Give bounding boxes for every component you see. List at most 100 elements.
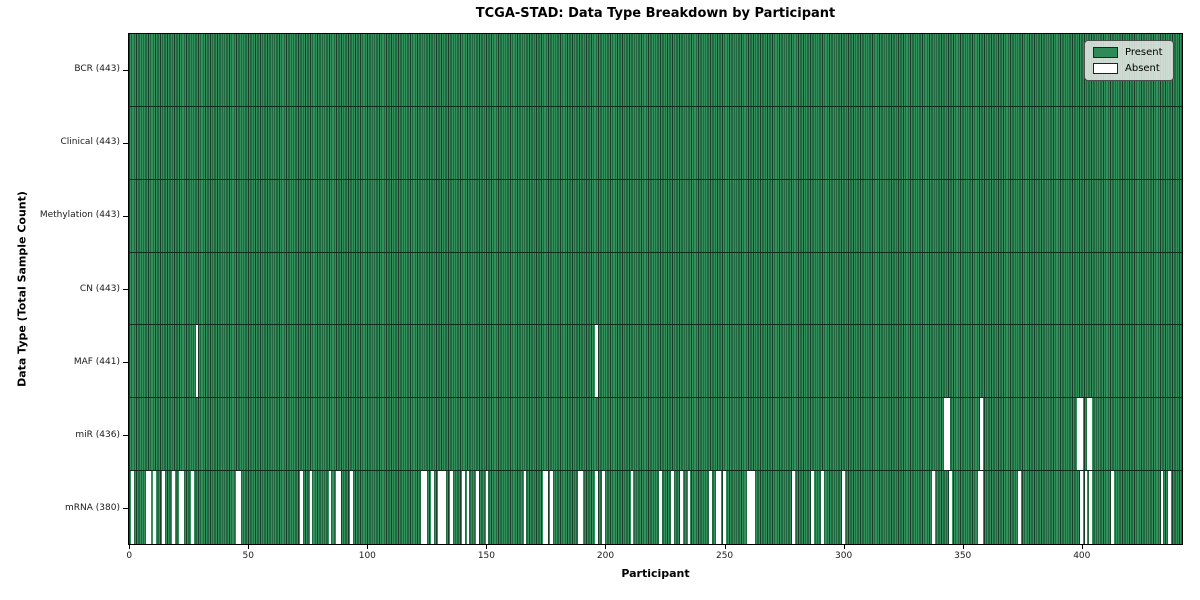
absent-stripe	[630, 471, 634, 544]
absent-stripe	[549, 471, 553, 544]
absent-stripe	[1017, 471, 1021, 544]
absent-stripe	[238, 471, 242, 544]
absent-stripe	[1077, 398, 1081, 471]
absent-stripe	[594, 325, 598, 398]
absent-stripe	[544, 471, 548, 544]
y-tick-mark	[123, 289, 128, 290]
absent-stripe	[811, 471, 815, 544]
absent-stripe	[148, 471, 151, 544]
row-mRNA	[129, 471, 1182, 544]
absent-stripe	[659, 471, 662, 544]
legend: Present Absent	[1084, 40, 1174, 81]
y-tick-label: Methylation (443)	[39, 210, 120, 221]
y-tick-mark	[123, 69, 128, 71]
x-tick-label: 250	[715, 551, 734, 561]
absent-stripe	[430, 471, 434, 544]
legend-present-label: Present	[1125, 47, 1163, 58]
absent-stripe	[1079, 398, 1083, 471]
absent-stripe	[335, 471, 339, 544]
y-tick-label: Clinical (443)	[60, 137, 120, 148]
absent-stripe	[751, 471, 755, 544]
absent-stripe	[602, 471, 605, 544]
y-tick-label: mRNA (380)	[65, 502, 120, 513]
y-tick-label: BCR (443)	[74, 64, 120, 75]
absent-stripe	[438, 471, 441, 544]
x-tick-label: 100	[358, 551, 376, 561]
x-tick-mark	[724, 545, 726, 549]
absent-stripe	[338, 471, 341, 544]
y-tick-label: miR (436)	[75, 429, 120, 440]
absent-stripe	[300, 471, 303, 544]
row-Clinical	[129, 106, 1182, 180]
absent-stripe	[195, 325, 199, 398]
x-tick-mark	[129, 545, 131, 549]
absent-stripe	[749, 471, 753, 544]
absent-stripe	[328, 471, 332, 544]
x-tick-label: 300	[835, 551, 853, 561]
x-tick-mark	[486, 545, 488, 549]
present-swatch-icon	[1093, 47, 1118, 58]
absent-stripe	[747, 471, 750, 544]
x-axis-label: Participant	[621, 567, 690, 580]
absent-stripe	[235, 471, 239, 544]
absent-stripe	[979, 471, 983, 544]
absent-stripe	[979, 398, 983, 471]
absent-stripe	[1086, 398, 1090, 471]
absent-stripe	[708, 471, 712, 544]
row-miR	[129, 398, 1182, 472]
absent-stripe	[946, 398, 950, 471]
absent-stripe	[718, 471, 722, 544]
absent-stripe	[461, 471, 465, 544]
x-tick-mark	[843, 545, 845, 549]
row-Methylation	[129, 179, 1182, 253]
absent-stripe	[449, 471, 453, 544]
absent-stripe	[542, 471, 546, 544]
absent-stripe	[178, 471, 182, 544]
legend-item-present: Present	[1093, 47, 1165, 58]
chart-title: TCGA-STAD: Data Type Breakdown by Partic…	[475, 6, 836, 21]
x-tick-mark	[1081, 545, 1083, 549]
absent-stripe	[792, 471, 795, 544]
plot-area	[128, 33, 1183, 545]
x-tick-mark	[962, 545, 964, 549]
y-tick-label: MAF (441)	[73, 356, 120, 367]
absent-stripe	[716, 471, 719, 544]
absent-stripe	[1110, 471, 1114, 544]
row-MAF	[129, 325, 1182, 399]
absent-stripe	[723, 471, 727, 544]
absent-stripe	[131, 471, 135, 544]
absent-stripe	[1160, 471, 1164, 544]
absent-stripe	[687, 471, 691, 544]
absent-stripe	[145, 471, 149, 544]
y-tick-mark	[123, 508, 128, 510]
absent-stripe	[842, 471, 845, 544]
x-tick-mark	[367, 545, 369, 549]
absent-stripe	[476, 471, 479, 544]
absent-stripe	[466, 471, 470, 544]
absent-stripe	[423, 471, 427, 544]
x-tick-label: 150	[477, 551, 495, 561]
absent-stripe	[171, 471, 175, 544]
x-tick-label: 200	[596, 551, 615, 561]
row-BCR	[129, 34, 1182, 107]
y-tick-mark	[123, 215, 128, 217]
absent-stripe	[670, 471, 674, 544]
x-tick-mark	[605, 545, 607, 549]
absent-stripe	[421, 471, 425, 544]
absent-stripe	[1079, 471, 1083, 544]
absent-stripe	[181, 471, 185, 544]
absent-stripe	[680, 471, 684, 544]
absent-stripe	[578, 471, 582, 544]
x-tick-label: 50	[242, 551, 254, 561]
absent-stripe	[580, 471, 584, 544]
absent-stripe	[152, 471, 156, 544]
absent-swatch-icon	[1093, 63, 1118, 74]
x-tick-mark	[248, 545, 250, 549]
absent-stripe	[977, 471, 981, 544]
legend-item-absent: Absent	[1093, 63, 1165, 74]
absent-stripe	[190, 471, 194, 544]
x-tick-label: 350	[954, 551, 972, 561]
absent-stripe	[949, 471, 952, 544]
absent-stripe	[523, 471, 527, 544]
